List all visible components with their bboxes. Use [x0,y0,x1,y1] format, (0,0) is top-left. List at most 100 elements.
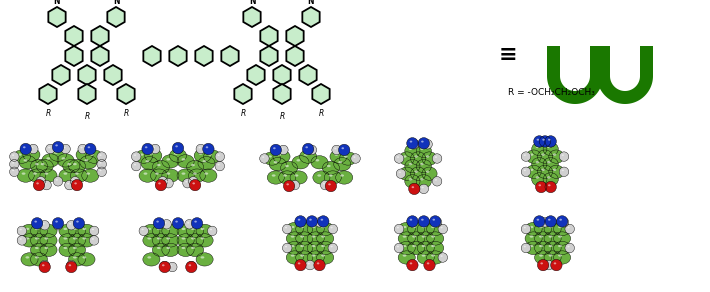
Ellipse shape [268,155,272,158]
Ellipse shape [334,153,338,156]
Ellipse shape [297,219,300,221]
Ellipse shape [412,226,416,228]
Ellipse shape [290,171,307,184]
Ellipse shape [145,149,162,162]
Ellipse shape [562,170,564,171]
Ellipse shape [559,152,569,161]
Ellipse shape [26,256,29,259]
Ellipse shape [422,152,437,165]
Ellipse shape [394,154,404,163]
Polygon shape [195,46,213,66]
Ellipse shape [525,241,542,255]
Ellipse shape [215,152,224,161]
Ellipse shape [196,224,213,238]
Ellipse shape [170,265,173,266]
Ellipse shape [336,171,353,184]
Ellipse shape [549,254,552,257]
Ellipse shape [131,161,141,171]
Ellipse shape [17,226,27,236]
Ellipse shape [417,251,435,264]
Ellipse shape [300,226,304,228]
Ellipse shape [75,173,79,175]
Ellipse shape [524,227,526,228]
Ellipse shape [17,236,27,245]
Polygon shape [261,26,278,46]
Ellipse shape [426,171,430,173]
Text: R: R [318,109,324,118]
Ellipse shape [535,181,547,193]
Ellipse shape [544,241,561,255]
Ellipse shape [332,145,342,155]
Ellipse shape [524,154,526,156]
Ellipse shape [340,174,344,177]
Polygon shape [597,46,653,104]
Ellipse shape [166,228,170,230]
Ellipse shape [539,235,543,238]
Ellipse shape [331,227,333,228]
Ellipse shape [432,177,442,186]
Ellipse shape [187,224,204,238]
Ellipse shape [42,154,59,167]
Ellipse shape [191,228,195,230]
Ellipse shape [535,161,539,163]
Ellipse shape [537,165,552,178]
Ellipse shape [262,156,264,158]
Text: N: N [307,0,315,6]
Ellipse shape [199,147,201,148]
Ellipse shape [59,243,76,257]
Ellipse shape [55,144,58,146]
Ellipse shape [267,171,284,184]
Ellipse shape [19,156,36,169]
Ellipse shape [408,222,425,236]
Ellipse shape [296,251,313,264]
Ellipse shape [69,223,71,225]
Ellipse shape [278,153,281,156]
Ellipse shape [338,161,342,163]
Ellipse shape [544,232,561,245]
Ellipse shape [182,247,185,249]
Ellipse shape [26,237,29,239]
Ellipse shape [558,245,562,247]
Ellipse shape [263,152,280,165]
Ellipse shape [422,226,425,228]
Ellipse shape [559,219,562,221]
Ellipse shape [315,159,320,161]
Ellipse shape [139,169,156,182]
Text: R: R [279,112,285,121]
Ellipse shape [293,183,295,185]
Ellipse shape [321,226,325,228]
Ellipse shape [273,147,275,149]
Ellipse shape [153,218,165,229]
Ellipse shape [20,143,31,155]
Ellipse shape [31,159,48,173]
Ellipse shape [537,140,539,142]
Ellipse shape [317,216,329,227]
Ellipse shape [300,254,304,257]
Ellipse shape [21,224,38,238]
Ellipse shape [40,224,57,238]
Polygon shape [92,26,109,46]
Ellipse shape [18,153,22,156]
Ellipse shape [23,159,28,161]
Ellipse shape [548,140,550,142]
Ellipse shape [526,165,541,178]
Ellipse shape [153,160,170,174]
Ellipse shape [188,169,206,182]
Ellipse shape [410,263,413,264]
Ellipse shape [339,152,356,165]
Ellipse shape [67,260,76,270]
Ellipse shape [155,173,159,175]
Ellipse shape [398,222,415,236]
Ellipse shape [99,162,102,164]
Ellipse shape [547,176,550,179]
Ellipse shape [73,237,77,239]
Ellipse shape [329,174,332,177]
Ellipse shape [328,183,331,185]
Text: ≡: ≡ [498,45,518,65]
Ellipse shape [151,169,168,182]
Ellipse shape [62,159,80,173]
Ellipse shape [535,232,552,245]
Ellipse shape [557,216,568,227]
Ellipse shape [157,228,160,230]
Ellipse shape [175,145,178,147]
